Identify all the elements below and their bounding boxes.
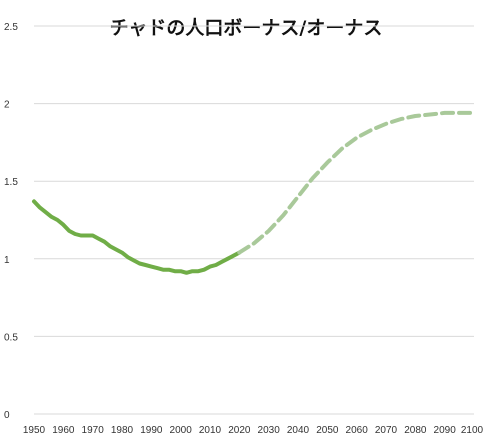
chart-title: チャドの人口ボーナス/オーナス xyxy=(110,17,383,39)
gridlines xyxy=(34,25,474,415)
x-tick-label: 2080 xyxy=(404,425,427,436)
series-lines xyxy=(32,110,476,275)
x-tick-label: 2090 xyxy=(434,425,457,436)
x-tick-label: 2010 xyxy=(199,425,222,436)
y-tick-label: 1.5 xyxy=(4,177,18,188)
y-tick-label: 1 xyxy=(4,255,10,266)
x-tick-label: 2020 xyxy=(228,425,251,436)
y-tick-label: 0.5 xyxy=(4,332,18,343)
x-tick-label: 1990 xyxy=(140,425,163,436)
y-tick-label: 2 xyxy=(4,100,10,111)
y-axis-tick-labels: 0 0.5 1 1.5 2 2.5 xyxy=(4,22,18,421)
x-tick-label: 1980 xyxy=(111,425,134,436)
x-tick-label: 2000 xyxy=(170,425,193,436)
x-tick-label: 2100 xyxy=(461,425,484,436)
x-tick-label: 1950 xyxy=(23,425,46,436)
projected-series-line xyxy=(237,110,476,255)
actual-series-line xyxy=(32,199,242,275)
x-tick-label: 2040 xyxy=(287,425,310,436)
y-tick-label: 0 xyxy=(4,410,10,421)
x-tick-label: 2050 xyxy=(316,425,339,436)
x-tick-label: 1970 xyxy=(82,425,105,436)
x-tick-label: 2060 xyxy=(346,425,369,436)
y-tick-label: 2.5 xyxy=(4,22,18,33)
x-tick-label: 2070 xyxy=(375,425,398,436)
x-tick-label: 2030 xyxy=(258,425,281,436)
x-tick-label: 1960 xyxy=(52,425,75,436)
x-axis-tick-labels: 1950 1960 1970 1980 1990 2000 2010 2020 2030 2040… xyxy=(23,425,484,436)
